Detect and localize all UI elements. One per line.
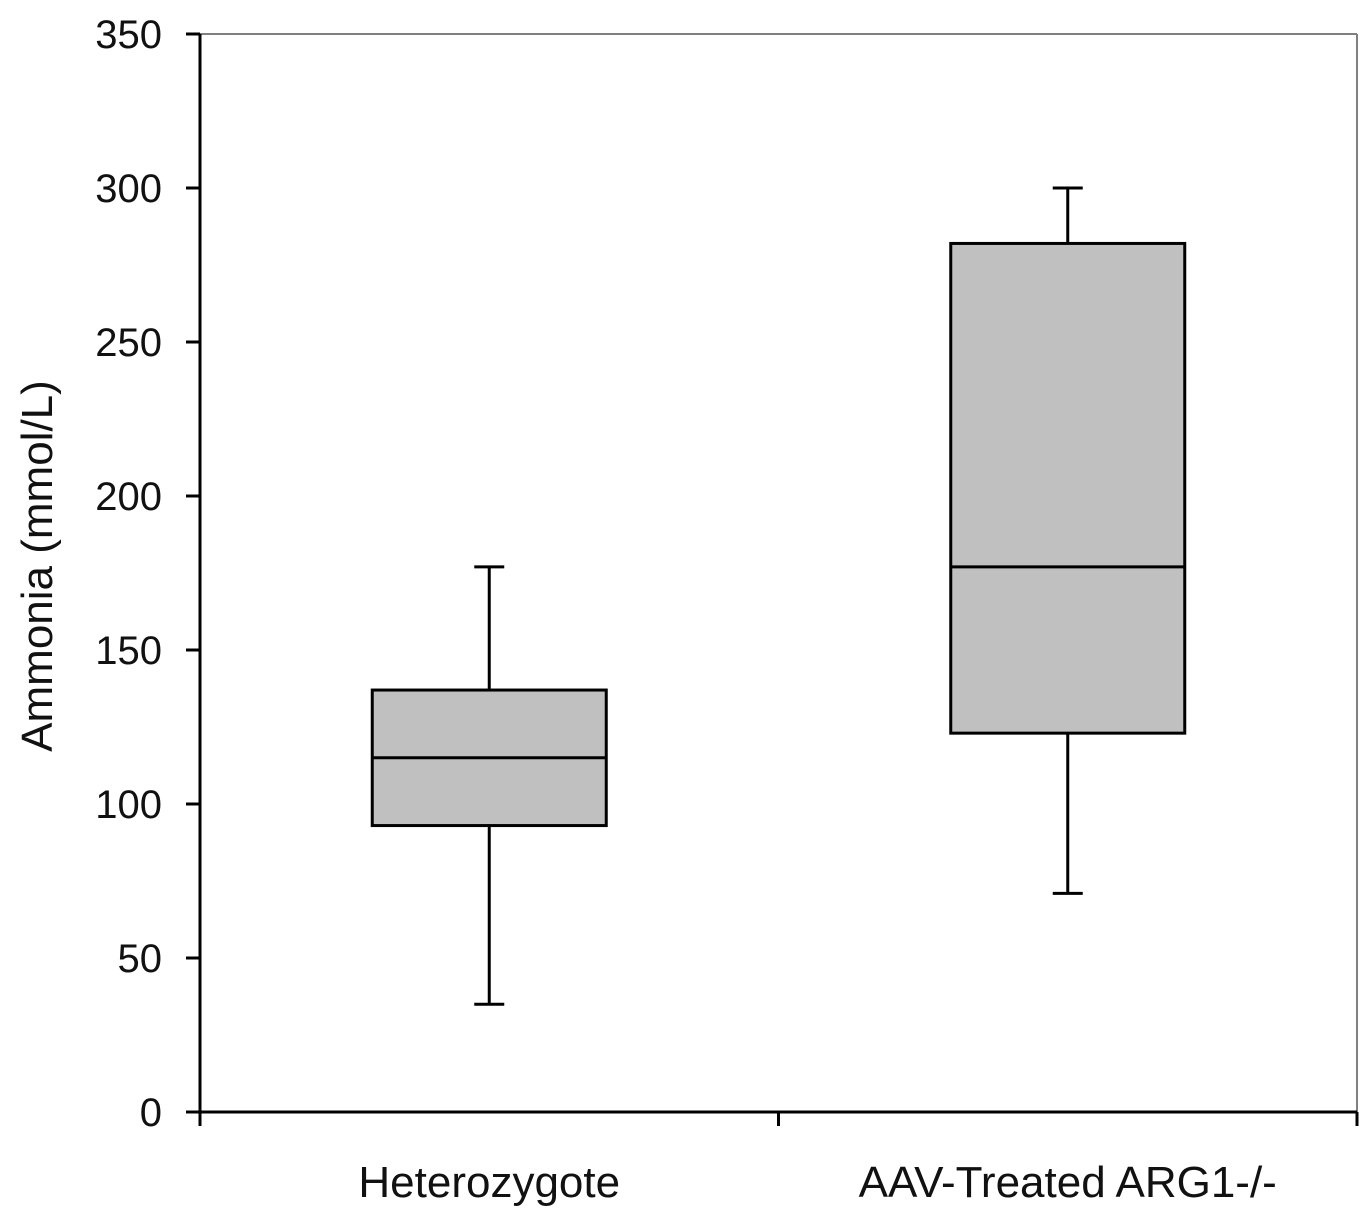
- y-tick-label: 100: [95, 783, 162, 827]
- y-tick-label: 200: [95, 475, 162, 519]
- y-axis-title: Ammonia (mmol/L): [13, 380, 62, 752]
- y-tick-label: 50: [118, 937, 163, 981]
- y-tick-label: 150: [95, 629, 162, 673]
- x-category-label: Heterozygote: [358, 1158, 620, 1207]
- axes-layer: [186, 32, 1359, 1126]
- y-tick-label: 350: [95, 13, 162, 57]
- boxes-layer: [370, 186, 1187, 1006]
- box-0: [370, 565, 608, 1006]
- y-tick-label: 250: [95, 321, 162, 365]
- labels-layer: 0 50 100 150 200 250 300 350 Heterozygote AAV-Tre…: [95, 13, 1277, 1207]
- x-category-label: AAV-Treated ARG1-/-: [859, 1158, 1277, 1207]
- plot-area: [200, 33, 1358, 1112]
- y-tick-label: 0: [140, 1091, 162, 1135]
- box-iqr: [949, 241, 1187, 735]
- y-tick-label: 300: [95, 167, 162, 211]
- box-1: [949, 186, 1187, 895]
